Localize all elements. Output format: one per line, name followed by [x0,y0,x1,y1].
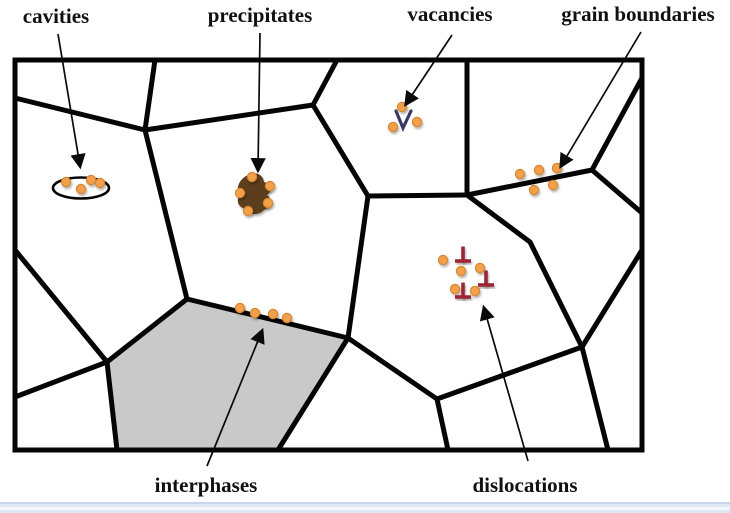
precipitate-feature [234,171,276,217]
cavities-feature [51,174,111,200]
interphase-dots-feature [234,302,293,324]
grain-boundary-dots-feature [514,162,563,196]
label-precipitates: precipitates [208,3,313,27]
label-vacancies: vacancies [407,2,492,26]
label-dislocations: dislocations [472,473,577,497]
grain-boundary-network [12,57,645,453]
vacancies-feature [387,101,423,133]
label-cavities: cavities [23,4,89,28]
annotation-arrows [57,31,642,467]
dislocations-feature [437,246,494,299]
label-interphases: interphases [155,473,258,497]
label-grain-boundaries: grain boundaries [561,2,714,26]
microstructure-diagram: cavities precipitates vacancies grain bo… [12,2,715,497]
bottom-window-strip [0,502,730,513]
bottom-strip-highlight [0,507,730,510]
